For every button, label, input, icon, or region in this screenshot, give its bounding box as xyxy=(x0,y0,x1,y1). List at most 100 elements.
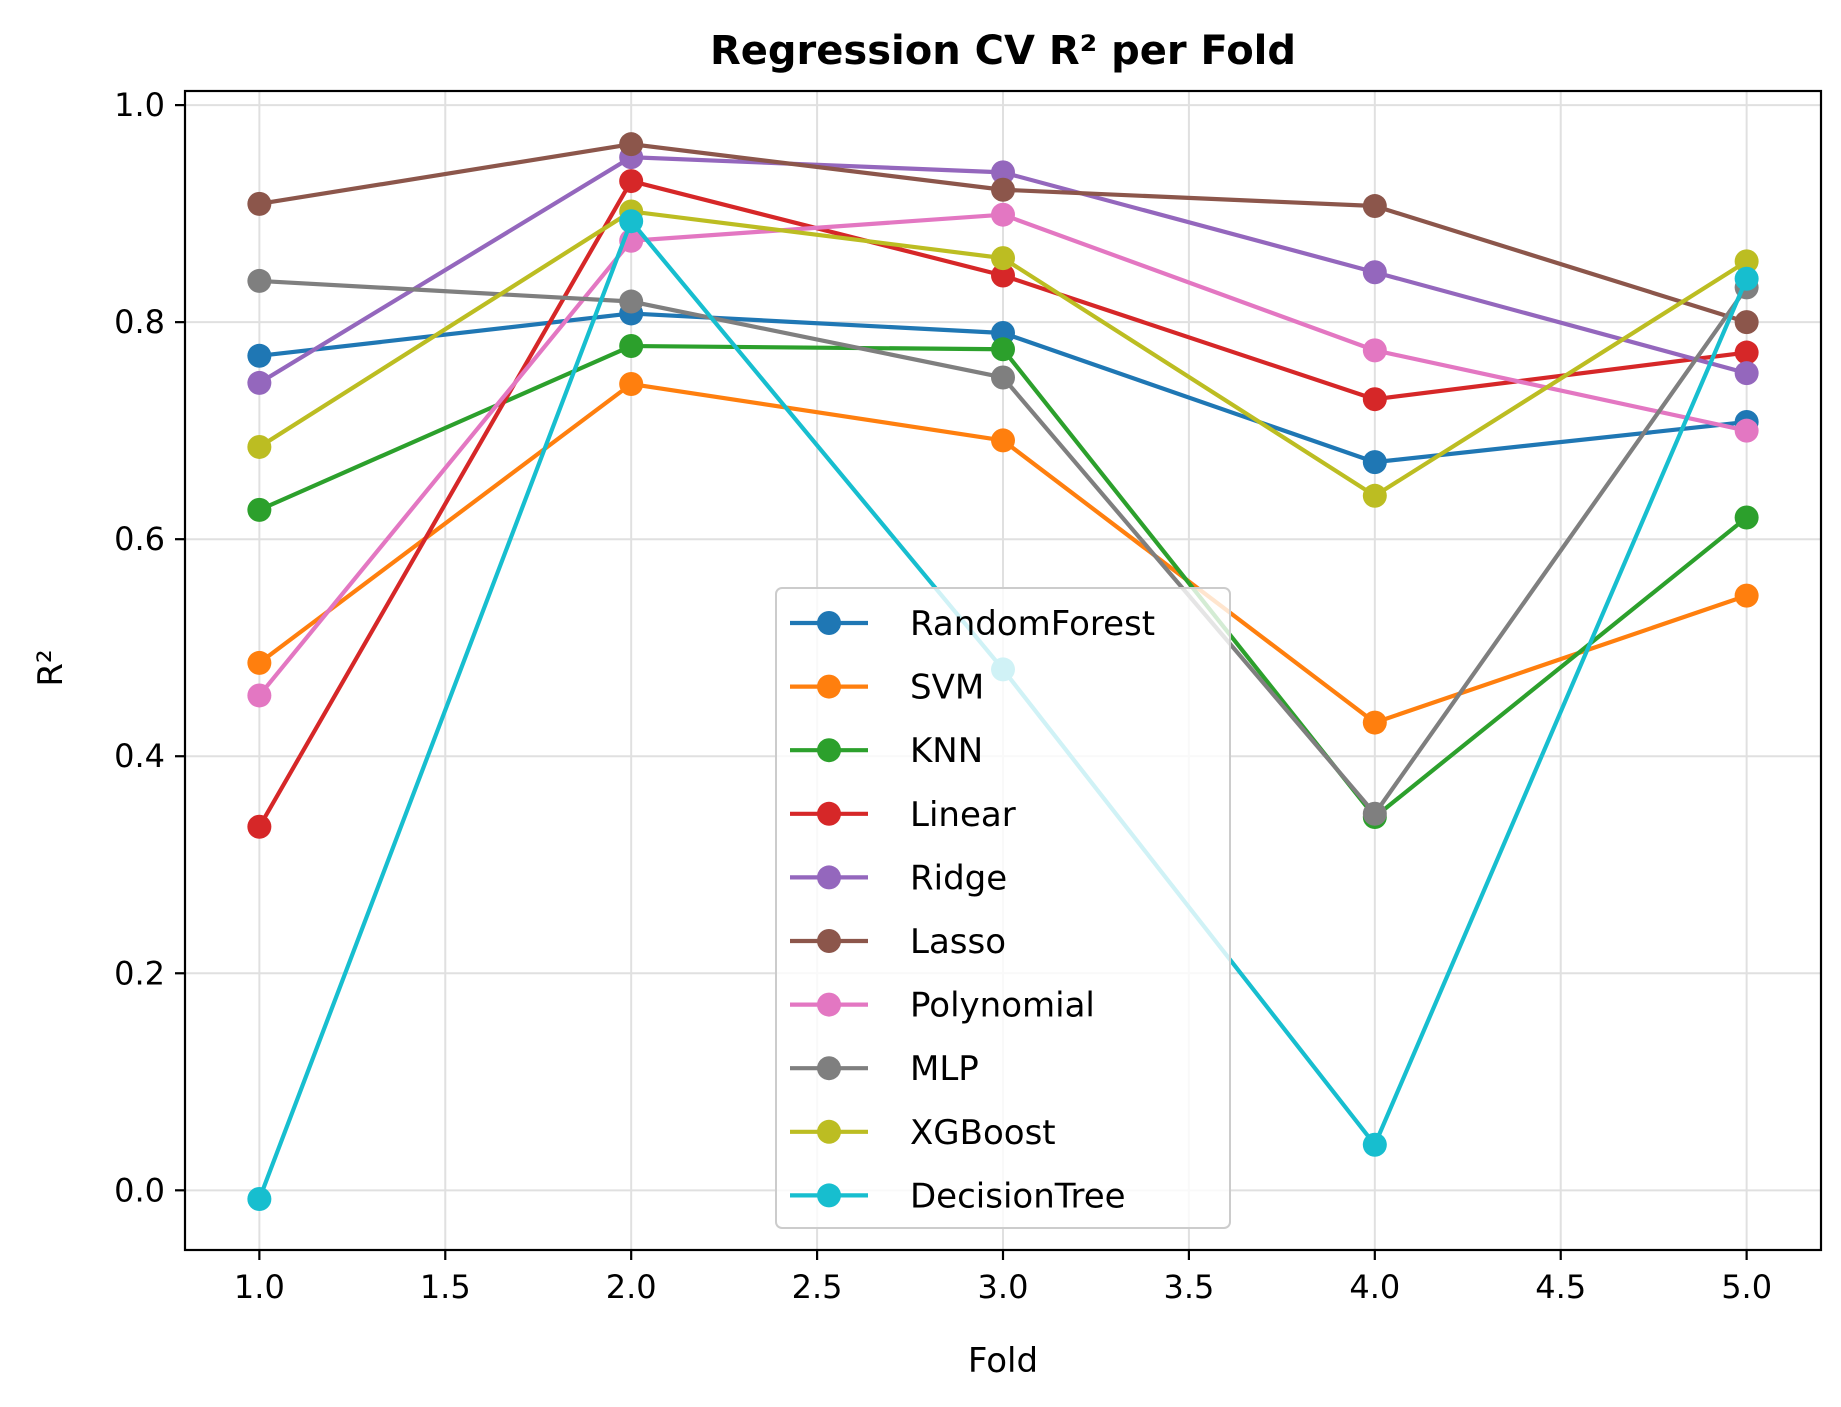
series-lasso xyxy=(247,132,1759,335)
legend-item-ridge: Ridge xyxy=(790,858,1007,898)
data-point-knn xyxy=(619,334,644,359)
legend-label: KNN xyxy=(910,731,983,771)
data-point-svm xyxy=(1362,710,1387,735)
data-point-ridge xyxy=(1362,260,1387,285)
data-point-decisiontree xyxy=(1362,1132,1387,1157)
legend-marker xyxy=(817,1056,841,1081)
x-tick-label: 2.0 xyxy=(606,1268,657,1306)
axes: 1.0 1.5 2.0 2.5 3.0 3.5 4.0 4.5 5.0 0.0 0.2 0.4 0.6 0… xyxy=(114,86,1772,1306)
data-point-decisiontree xyxy=(247,1186,272,1211)
legend-label: XGBoost xyxy=(910,1113,1056,1153)
x-tick-label: 3.0 xyxy=(978,1268,1029,1306)
series-randomforest xyxy=(247,301,1759,475)
legend-label: Linear xyxy=(910,795,1016,835)
legend-marker xyxy=(817,992,841,1017)
x-tick-label: 1.5 xyxy=(420,1268,471,1306)
data-point-xgboost xyxy=(991,246,1015,271)
data-point-svm xyxy=(619,372,644,397)
legend-item-svm: SVM xyxy=(790,668,984,708)
y-tick-label: 0.6 xyxy=(114,520,165,558)
legend-label: MLP xyxy=(910,1049,979,1089)
data-point-ridge xyxy=(1734,361,1759,386)
y-tick-label: 0.2 xyxy=(114,954,165,992)
x-tick-label: 4.0 xyxy=(1349,1268,1400,1306)
legend-label: DecisionTree xyxy=(910,1176,1126,1216)
legend-label: Lasso xyxy=(910,922,1006,962)
data-point-lasso xyxy=(619,132,644,157)
data-point-knn xyxy=(247,497,272,522)
series-svm xyxy=(247,372,1759,735)
data-point-mlp xyxy=(619,289,644,314)
x-tick-label: 2.5 xyxy=(792,1268,843,1306)
legend-label: Ridge xyxy=(910,858,1007,898)
data-point-polynomial xyxy=(247,683,272,708)
legend-marker xyxy=(817,1119,841,1144)
data-point-linear xyxy=(991,263,1015,288)
data-point-linear xyxy=(1734,340,1759,365)
chart-title: Regression CV R² per Fold xyxy=(710,28,1296,74)
y-tick-label: 0.8 xyxy=(114,303,165,341)
data-point-polynomial xyxy=(991,202,1015,227)
y-axis-label: R² xyxy=(31,649,71,686)
y-tick-label: 0.0 xyxy=(114,1171,165,1209)
x-tick-label: 3.5 xyxy=(1163,1268,1214,1306)
data-point-randomforest xyxy=(1362,450,1387,475)
data-point-svm xyxy=(991,428,1015,453)
legend-marker xyxy=(817,929,841,953)
plot-series xyxy=(247,132,1759,1211)
legend-item-xgboost: XGBoost xyxy=(790,1113,1056,1153)
data-point-randomforest xyxy=(247,343,272,368)
legend-label: Polynomial xyxy=(910,986,1095,1026)
legend-item-randomforest: RandomForest xyxy=(790,604,1155,644)
data-point-lasso xyxy=(1362,194,1387,219)
data-point-mlp xyxy=(247,268,272,293)
x-tick-label: 4.5 xyxy=(1535,1268,1586,1306)
x-tick-label: 1.0 xyxy=(234,1268,285,1306)
legend-box xyxy=(775,587,1231,1229)
legend-item-lasso: Lasso xyxy=(790,922,1006,962)
x-tick-label: 5.0 xyxy=(1721,1268,1772,1306)
data-point-svm xyxy=(247,650,272,675)
legend-item-knn: KNN xyxy=(790,731,983,771)
legend-marker xyxy=(817,801,841,826)
data-point-lasso xyxy=(991,177,1015,202)
data-point-knn xyxy=(991,337,1015,362)
data-point-linear xyxy=(619,169,644,194)
legend-item-mlp: MLP xyxy=(790,1049,979,1089)
series-linear xyxy=(247,169,1759,839)
data-point-xgboost xyxy=(247,434,272,459)
legend-label: SVM xyxy=(910,668,984,708)
legend: RandomForest SVM KNN Linear Ridge Lasso Polyno… xyxy=(775,587,1231,1229)
data-point-decisiontree xyxy=(619,209,644,234)
data-point-polynomial xyxy=(1362,338,1387,363)
y-tick-label: 0.4 xyxy=(114,737,165,775)
data-point-decisiontree xyxy=(1734,266,1759,291)
legend-marker xyxy=(817,1183,841,1208)
legend-item-linear: Linear xyxy=(790,795,1016,835)
legend-item-polynomial: Polynomial xyxy=(790,986,1095,1026)
data-point-lasso xyxy=(247,191,272,216)
data-point-knn xyxy=(1734,505,1759,530)
legend-item-decisiontree: DecisionTree xyxy=(790,1176,1126,1216)
data-point-mlp xyxy=(991,365,1015,390)
data-point-linear xyxy=(1362,387,1387,412)
data-point-ridge xyxy=(247,370,272,395)
data-point-xgboost xyxy=(1734,249,1759,274)
legend-marker xyxy=(817,611,841,635)
y-tick-label: 1.0 xyxy=(114,86,165,124)
legend-label: RandomForest xyxy=(910,604,1155,644)
legend-marker xyxy=(817,738,841,763)
data-point-ridge xyxy=(991,160,1015,185)
legend-marker xyxy=(817,865,841,890)
series-knn xyxy=(247,334,1759,830)
data-point-polynomial xyxy=(1734,418,1759,443)
x-axis-label: Fold xyxy=(968,1341,1038,1381)
data-point-svm xyxy=(1734,583,1759,608)
legend-marker xyxy=(817,674,841,699)
data-point-mlp xyxy=(1362,801,1387,826)
data-point-lasso xyxy=(1734,310,1759,335)
series-ridge xyxy=(247,145,1759,395)
data-point-xgboost xyxy=(1362,483,1387,508)
data-point-linear xyxy=(247,814,272,839)
